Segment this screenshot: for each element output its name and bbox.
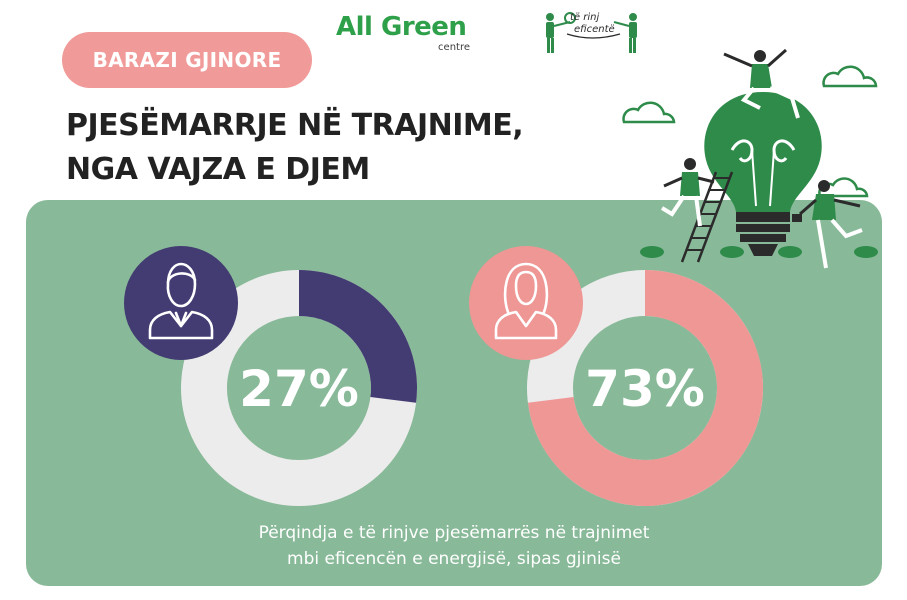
caption-line-2: mbi eficencën e energjisë, sipas gjinisë (287, 549, 621, 569)
donut-segment-female (527, 270, 763, 506)
chart-caption: Përqindja e të rinjve pjesëmarrës në tra… (26, 520, 882, 572)
donut-segment-male (298, 270, 417, 403)
male-avatar-icon (124, 246, 238, 360)
donut-value-label-male: 27% (239, 360, 359, 418)
donut-chart-female: 73% (527, 270, 763, 506)
cloud-icon (822, 65, 878, 88)
eficente-logo-text: eficentë (574, 24, 615, 35)
cloud-icon (622, 101, 676, 124)
all-green-logo-subtext: centre (438, 42, 470, 53)
all-green-logo-text: All Green (336, 12, 467, 42)
te-rinj-logo-text: të rinj (570, 12, 600, 23)
category-badge-label: BARAZI GJINORE (92, 48, 282, 72)
all-green-logo: All Green centre (336, 12, 476, 58)
te-rinj-eficente-logo-figures (546, 12, 637, 53)
title-line-1: PJESËMARRJE NË TRAJNIME, (66, 108, 524, 143)
page-title: PJESËMARRJE NË TRAJNIME, NGA VAJZA E DJE… (66, 104, 524, 192)
title-line-2: NGA VAJZA E DJEM (66, 152, 370, 187)
donut-chart-male: 27% (181, 270, 417, 506)
donut-value-label-female: 73% (585, 360, 705, 418)
category-badge: BARAZI GJINORE (62, 32, 312, 88)
female-avatar-icon (469, 246, 583, 360)
te-rinj-eficente-logo: të rinj eficentë (540, 8, 645, 56)
caption-line-1: Përqindja e të rinjve pjesëmarrës në tra… (258, 523, 650, 543)
lightbulb-illustration (640, 48, 878, 269)
